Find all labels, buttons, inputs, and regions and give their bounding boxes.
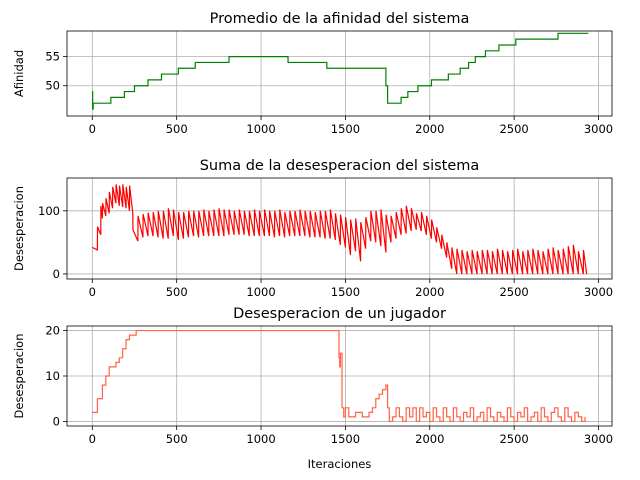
x-tick-label: 3000 — [584, 122, 613, 136]
chart-title: Promedio de la afinidad del sistema — [210, 11, 470, 27]
subplot-3: 0 500 1000 1500 2000 2500 3000 0 10 20 Desesperaci… — [12, 306, 613, 471]
axes-frame — [66, 30, 613, 117]
x-axis-label: Iteraciones — [308, 457, 372, 471]
x-tick-label: 1500 — [331, 122, 360, 136]
series-line — [92, 184, 588, 275]
subplot-2: 0 500 1000 1500 2000 2500 3000 0 100 Suma de la d… — [12, 158, 613, 299]
y-axis-label: Desesperacion — [12, 186, 26, 271]
axes-frame — [66, 177, 613, 280]
y-tick-label: 50 — [45, 79, 60, 93]
y-tick-label: 10 — [45, 369, 60, 383]
x-tick-label: 2000 — [415, 285, 444, 299]
x-tick-label: 2500 — [499, 122, 528, 136]
x-tick-label: 500 — [166, 285, 188, 299]
x-tick-label: 2500 — [499, 285, 528, 299]
y-tick-label: 0 — [53, 414, 60, 428]
x-tick-label: 500 — [166, 432, 188, 446]
y-tick-label: 55 — [45, 50, 60, 64]
series-line — [92, 329, 586, 423]
series-line — [92, 32, 589, 110]
x-tick-label: 1500 — [331, 432, 360, 446]
y-axis-label: Desesperacion — [12, 334, 26, 419]
y-tick-label: 0 — [53, 267, 60, 281]
x-tick-label: 2500 — [499, 432, 528, 446]
x-tick-label: 0 — [89, 122, 96, 136]
chart-title: Suma de la desesperacion del sistema — [200, 158, 480, 174]
y-tick-label: 100 — [38, 204, 60, 218]
x-tick-label: 0 — [89, 285, 96, 299]
x-tick-label: 500 — [166, 122, 188, 136]
x-tick-label: 1500 — [331, 285, 360, 299]
chart-title: Desesperacion de un jugador — [233, 306, 446, 322]
y-axis-label: Afinidad — [12, 50, 26, 97]
x-tick-label: 3000 — [584, 432, 613, 446]
x-tick-label: 1000 — [246, 122, 275, 136]
x-tick-label: 3000 — [584, 285, 613, 299]
x-tick-label: 1000 — [246, 285, 275, 299]
x-tick-label: 2000 — [415, 122, 444, 136]
subplot-1: 0 500 1000 1500 2000 2500 3000 50 55 Promedio de … — [12, 11, 613, 136]
y-tick-label: 20 — [45, 324, 60, 338]
x-tick-label: 0 — [89, 432, 96, 446]
x-tick-label: 2000 — [415, 432, 444, 446]
x-tick-label: 1000 — [246, 432, 275, 446]
